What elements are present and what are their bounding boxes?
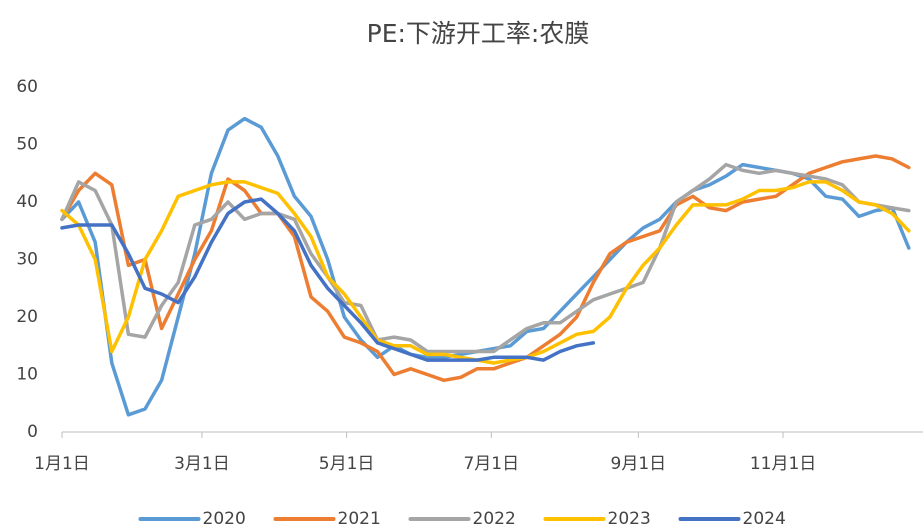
legend-label: 2022	[473, 509, 516, 529]
series-line	[60, 197, 596, 362]
y-tick-label: 50	[16, 135, 38, 155]
x-tick-label: 9月1日	[611, 454, 667, 474]
y-tick-label: 60	[16, 77, 38, 97]
y-tick-label: 30	[16, 250, 38, 270]
y-tick-label: 0	[27, 422, 38, 442]
x-tick-label: 11月1日	[750, 454, 816, 474]
x-tick-label: 5月1日	[319, 454, 375, 474]
y-tick-label: 10	[16, 365, 38, 385]
series-line	[60, 180, 911, 365]
y-tick-label: 40	[16, 192, 38, 212]
chart-title: PE:下游开工率:农膜	[367, 19, 590, 48]
legend-label: 2023	[608, 509, 651, 529]
series-line	[60, 162, 911, 354]
series-line	[60, 154, 911, 383]
legend-label: 2024	[743, 509, 786, 529]
legend-label: 2020	[203, 509, 246, 529]
y-tick-label: 20	[16, 307, 38, 327]
x-tick-label: 1月1日	[34, 454, 90, 474]
legend-label: 2021	[338, 509, 381, 529]
x-tick-label: 3月1日	[174, 454, 230, 474]
x-tick-label: 7月1日	[463, 454, 519, 474]
